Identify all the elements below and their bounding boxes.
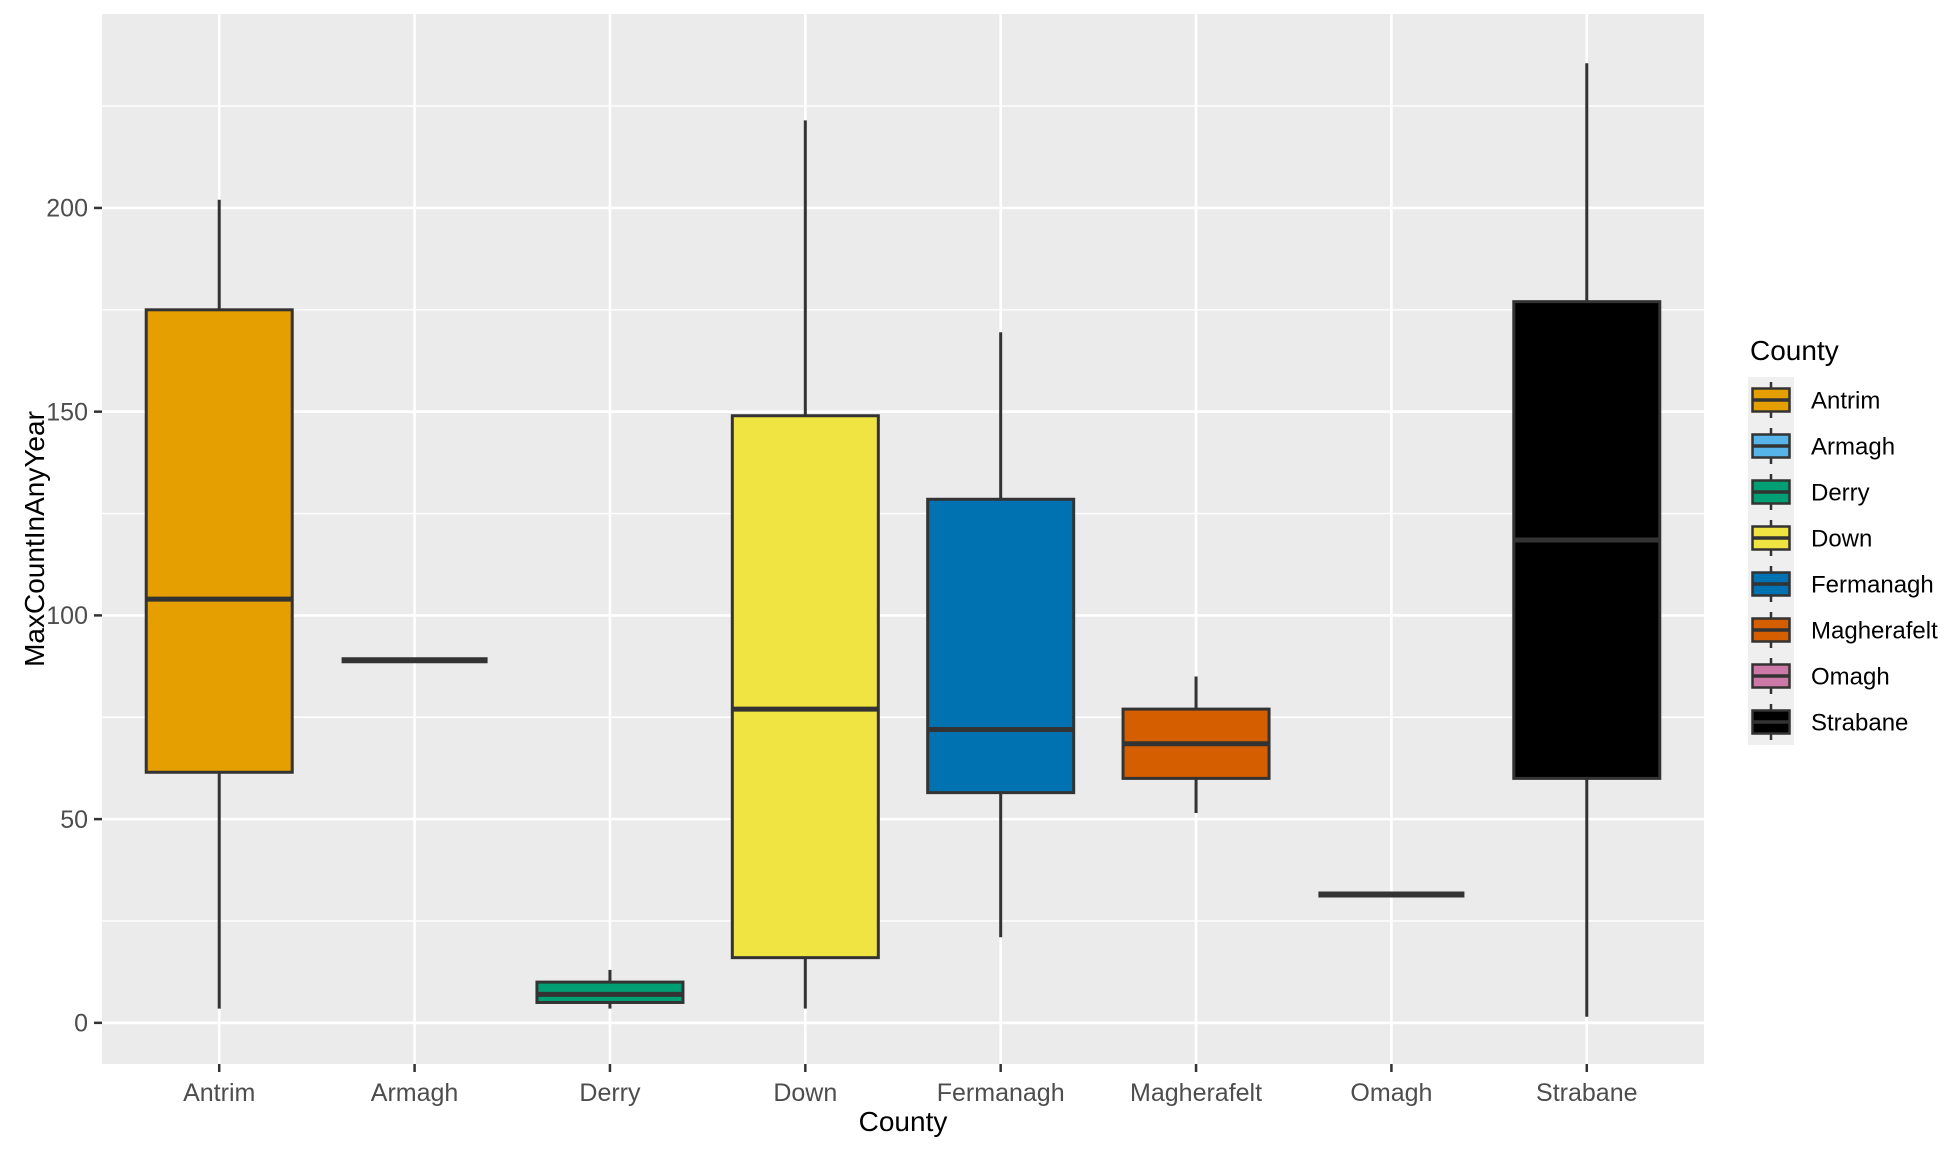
legend-item-antrim: Antrim [1748,377,1880,423]
y-tick-label: 50 [60,806,88,834]
legend-item-fermanagh: Fermanagh [1748,561,1934,607]
x-tick-label: Derry [579,1079,641,1107]
y-tick-label: 200 [46,195,88,223]
legend-item-label: Strabane [1811,709,1908,736]
x-tick-label: Omagh [1350,1079,1432,1107]
legend-item-down: Down [1748,515,1872,561]
legend-item-label: Derry [1811,479,1870,506]
iqr-box [730,414,880,960]
x-tick-label: Antrim [183,1079,255,1107]
y-tick-label: 150 [46,398,88,426]
legend-item-omagh: Omagh [1748,653,1890,699]
legend-title: County [1750,335,1839,366]
y-axis-title: MaxCountInAnyYear [19,411,50,667]
legend-item-label: Omagh [1811,663,1890,690]
legend-item-label: Armagh [1811,433,1895,460]
y-tick-label: 0 [74,1010,88,1038]
legend-item-strabane: Strabane [1748,699,1908,745]
legend-items: Antrim Armagh Derry Down Fermanagh Magherafel… [1748,377,1938,745]
y-tick-label: 100 [46,602,88,630]
legend-item-label: Fermanagh [1811,571,1934,598]
boxplot-derry [535,969,685,1009]
legend-item-magherafelt: Magherafelt [1748,607,1938,653]
legend-item-armagh: Armagh [1748,423,1895,469]
legend-item-label: Magherafelt [1811,617,1938,644]
iqr-box [144,308,294,774]
iqr-box [926,497,1076,795]
x-tick-label: Magherafelt [1130,1079,1262,1107]
axes: 0 50 100 150 200 Antrim Armagh Derry Down Fermana… [46,195,1637,1107]
boxplot-strabane [1512,63,1662,1017]
boxplot-antrim [144,199,294,1009]
x-tick-label: Fermanagh [937,1079,1065,1107]
legend-item-label: Down [1811,525,1872,552]
boxplot-magherafelt [1121,676,1271,814]
boxplots [144,63,1662,1017]
legend: County Antrim Armagh Derry Down Fermanagh Mag… [1748,335,1938,745]
plot-panel [102,14,1704,1064]
x-tick-label: Down [773,1079,837,1107]
x-axis-title: County [859,1106,948,1137]
x-tick-label: Strabane [1536,1079,1637,1107]
boxplot-down [730,120,880,1009]
boxplot-fermanagh [926,332,1076,938]
legend-item-label: Antrim [1811,387,1880,414]
x-tick-label: Armagh [371,1079,459,1107]
legend-item-derry: Derry [1748,469,1870,515]
